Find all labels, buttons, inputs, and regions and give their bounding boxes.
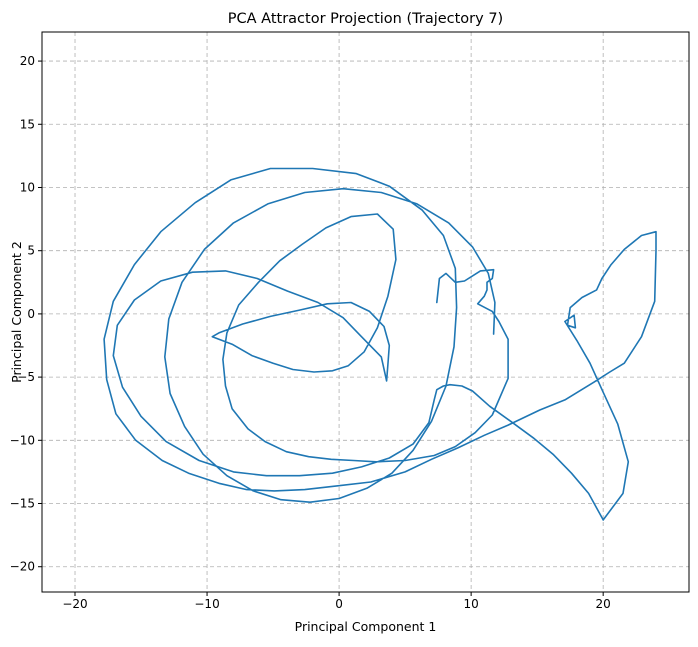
y-axis-label: Principal Component 2	[9, 241, 24, 383]
trajectory-line-1	[112, 213, 604, 521]
y-tick-label: −10	[10, 433, 35, 447]
x-axis: −20 −10 0 10 20	[62, 592, 611, 611]
x-tick-label: 20	[596, 597, 611, 611]
y-axis: −20 −15 −10 −5 0 5 10 15 20	[10, 54, 42, 574]
y-tick-label: 20	[20, 54, 35, 68]
x-axis-label: Principal Component 1	[295, 619, 437, 634]
x-tick-label: 0	[335, 597, 343, 611]
y-tick-label: 10	[20, 180, 35, 194]
x-tick-label: 10	[463, 597, 478, 611]
y-tick-label: 0	[27, 307, 35, 321]
y-tick-label: −5	[17, 370, 35, 384]
x-tick-label: −20	[62, 597, 87, 611]
grid	[42, 32, 689, 592]
chart-title: PCA Attractor Projection (Trajectory 7)	[228, 11, 503, 27]
plot-frame	[41, 31, 690, 593]
trajectory-line-2	[103, 167, 657, 521]
series-layer	[103, 167, 657, 521]
y-tick-label: 5	[27, 244, 35, 258]
x-tick-label: −10	[194, 597, 219, 611]
y-tick-label: −15	[10, 497, 35, 511]
y-tick-label: −20	[10, 560, 35, 574]
y-tick-label: 15	[20, 117, 35, 131]
